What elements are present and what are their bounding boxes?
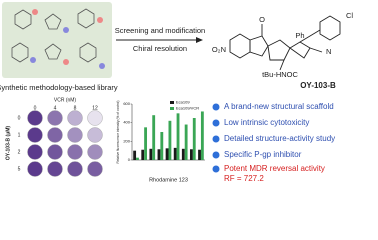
highlight-text: Specific P-gp inhibitor <box>224 150 302 159</box>
plate-row-label: 2 <box>18 149 21 155</box>
bar <box>152 115 156 160</box>
highlights: A brand-new structural scaffold Low intri… <box>212 102 335 183</box>
bar <box>200 111 204 160</box>
bullet <box>212 151 220 159</box>
plate-y-title: OY-103-B (μM) <box>5 126 11 161</box>
legend-label: Eca109/VCR <box>176 106 199 111</box>
plate-col-label: 0 <box>34 105 37 111</box>
plate-row-label: 0 <box>18 115 21 121</box>
bar <box>192 118 196 160</box>
atom-label: N <box>326 47 331 56</box>
atom-label: Ph <box>295 31 304 40</box>
plate-well <box>27 110 43 126</box>
arrow-label: Chiral resolution <box>133 44 187 53</box>
bullet <box>212 135 220 143</box>
plate-well <box>47 161 63 177</box>
legend-swatch <box>170 101 174 104</box>
bar <box>198 149 201 160</box>
highlight-text: Potent MDR reversal activity <box>224 164 325 173</box>
plate-well <box>67 127 83 143</box>
bar <box>173 147 177 160</box>
bar <box>181 148 185 160</box>
plate-col-label: 12 <box>92 105 98 111</box>
bar <box>133 150 137 160</box>
bullet <box>212 119 220 127</box>
legend-label: Eca109 <box>176 100 190 105</box>
compound-name: OY-103-B <box>300 81 336 90</box>
molecule <box>229 15 341 71</box>
highlight-text: Low intrinsic cytotoxicity <box>224 118 309 127</box>
bar <box>168 120 172 160</box>
plate-row-label: 5 <box>18 166 21 172</box>
plate-well <box>67 110 83 126</box>
arrow-head <box>196 37 203 43</box>
bar <box>176 113 180 160</box>
atom-label: Cl <box>346 11 353 20</box>
plate-well <box>47 127 63 143</box>
atom-label: O <box>259 15 265 24</box>
plate-col-label: 4 <box>54 105 57 111</box>
bullet <box>212 103 220 111</box>
arrow-label: Screening and modification <box>115 26 205 35</box>
library-caption: Synthetic methodology-based library <box>0 83 118 92</box>
plate-well <box>27 161 43 177</box>
plate-row-label: 1 <box>18 132 21 138</box>
bar <box>184 124 188 160</box>
plate-well <box>67 161 83 177</box>
bar <box>157 149 161 160</box>
bar <box>149 148 153 160</box>
bar <box>165 148 169 160</box>
library-structures <box>11 8 97 63</box>
y-tick-label: 0 <box>128 157 131 162</box>
y-tick-label: 600 <box>123 101 130 106</box>
plate-well <box>87 110 103 126</box>
bar <box>189 149 193 160</box>
highlight-text: RF = 727.2 <box>224 174 264 183</box>
library-panel <box>2 2 112 78</box>
plate-col-label: 8 <box>74 105 77 111</box>
library-dots <box>30 9 105 69</box>
bullet <box>212 165 220 173</box>
plate-x-title: VCR (nM) <box>54 97 77 103</box>
bar <box>144 127 148 160</box>
plate-well <box>87 144 103 160</box>
highlight-text: Detailed structure-activity study <box>224 134 335 143</box>
plate-well <box>87 161 103 177</box>
plate-well <box>47 110 63 126</box>
atom-label: O₂N <box>212 45 226 54</box>
y-tick-label: 200 <box>123 138 130 143</box>
legend-swatch <box>170 107 174 110</box>
plate-well <box>27 127 43 143</box>
bar <box>136 157 139 160</box>
highlight-text: A brand-new structural scaffold <box>224 102 334 111</box>
graphical-abstract: Synthetic methodology-based library Scre… <box>0 2 353 183</box>
plate-well <box>47 144 63 160</box>
plate-well <box>87 127 103 143</box>
x-axis-label: Rhodamine 123 <box>149 177 188 183</box>
plate-well <box>67 144 83 160</box>
atom-label: tBu-HNOC <box>262 70 298 79</box>
y-axis-label: Relative fluorescence intensity (% of co… <box>116 101 120 164</box>
y-tick-label: 400 <box>123 120 130 125</box>
bar <box>141 149 145 160</box>
plate-well <box>27 144 43 160</box>
bar <box>160 132 164 160</box>
